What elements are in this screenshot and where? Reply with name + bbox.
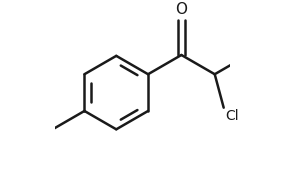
Text: O: O bbox=[175, 2, 188, 17]
Text: Cl: Cl bbox=[225, 109, 239, 123]
